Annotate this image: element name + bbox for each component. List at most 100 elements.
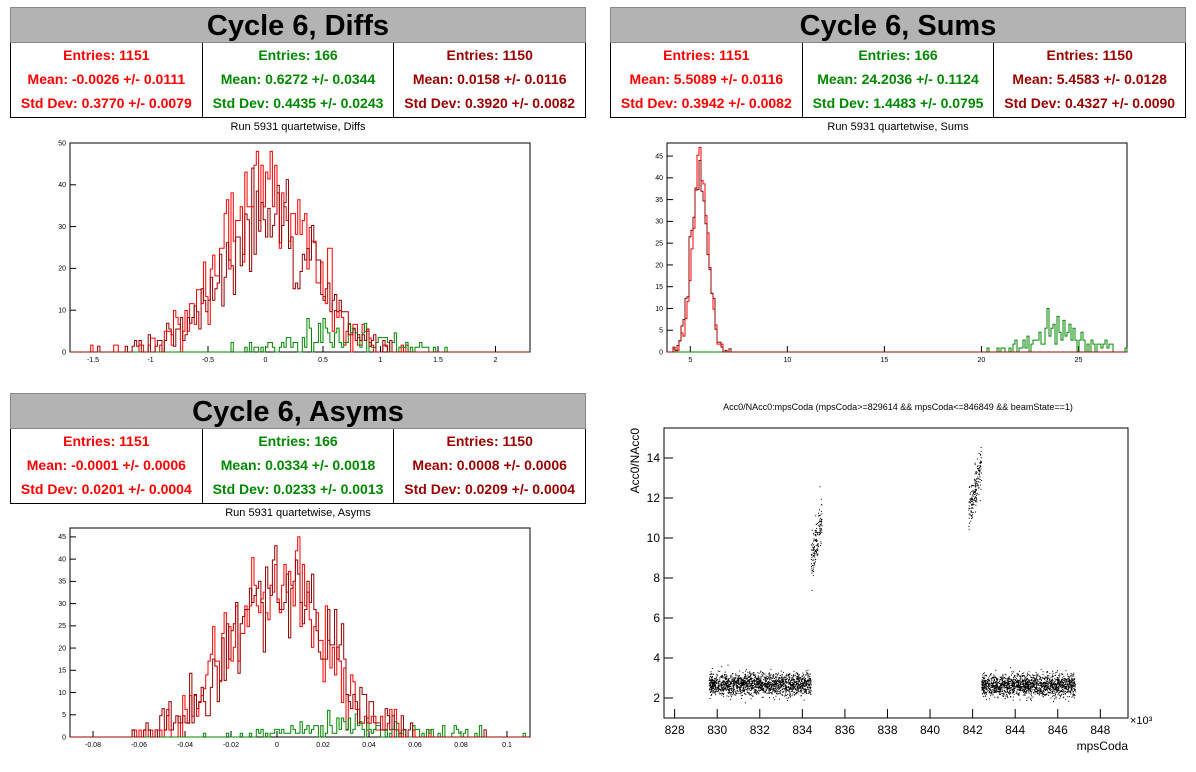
scatter-point <box>1069 681 1071 683</box>
scatter-point <box>745 681 747 683</box>
scatter-point <box>761 689 763 691</box>
scatter-point <box>1006 685 1008 687</box>
scatter-point <box>749 672 751 674</box>
scatter-point <box>984 692 986 694</box>
scatter-point <box>1067 675 1069 677</box>
scatter-point <box>1061 690 1063 692</box>
scatter-point <box>715 690 717 692</box>
scatter-point <box>971 494 973 496</box>
scatter-point <box>751 688 753 690</box>
scatter-point <box>785 690 787 692</box>
scatter-point <box>1064 685 1066 687</box>
scatter-point <box>749 680 751 682</box>
scatter-point <box>1048 692 1050 694</box>
scatter-point <box>757 684 759 686</box>
scatter-point <box>1063 681 1065 683</box>
scatter-point <box>1033 676 1035 678</box>
scatter-point <box>717 670 719 672</box>
scatter-point <box>731 678 733 680</box>
scatter-point <box>975 486 977 488</box>
scatter-point <box>814 554 816 556</box>
scatter-point <box>737 683 739 685</box>
scatter-point <box>988 690 990 692</box>
scatter-point <box>810 680 812 682</box>
scatter-point <box>816 522 818 524</box>
scatter-point <box>791 679 793 681</box>
scatter-point <box>820 529 822 531</box>
scatter-point <box>777 673 779 675</box>
diffs-stats-series-1: Entries: 1151 Mean: -0.0026 +/- 0.0111 S… <box>11 43 202 117</box>
diffs-x-tick-label: -1.5 <box>87 357 99 364</box>
scatter-point <box>983 684 985 686</box>
scatter-point <box>1008 692 1010 694</box>
scatter-point <box>1014 676 1016 678</box>
scatter-point <box>818 515 820 517</box>
scatter-point <box>793 685 795 687</box>
asyms-plot-frame <box>69 527 531 738</box>
scatter-point <box>718 692 720 694</box>
scatter-point <box>975 489 977 491</box>
scatter-point <box>1010 696 1012 698</box>
stat-mean: Mean: 0.0008 +/- 0.0006 <box>412 457 567 473</box>
scatter-point <box>818 545 820 547</box>
scatter-point <box>791 688 793 690</box>
scatter-point <box>1015 685 1017 687</box>
scatter-point <box>727 680 729 682</box>
scatter-point <box>723 684 725 686</box>
scatter-point <box>979 476 981 478</box>
scatter-point <box>741 697 743 699</box>
scatter-point <box>732 687 734 689</box>
scatter-point <box>1043 688 1045 690</box>
scatter-point <box>1028 684 1030 686</box>
scatter-point <box>988 687 990 689</box>
scatter-point <box>1054 691 1056 693</box>
scatter-point <box>1040 688 1042 690</box>
scatter-point <box>788 676 790 678</box>
scatter-point <box>713 681 715 683</box>
scatter-point <box>1008 687 1010 689</box>
scatter-point <box>1013 681 1015 683</box>
scatter-point <box>993 688 995 690</box>
scatter-point <box>758 682 760 684</box>
scatter-point <box>795 689 797 691</box>
scatter-point <box>777 679 779 681</box>
scatter-point <box>979 500 981 502</box>
scatter-point <box>970 500 972 502</box>
scatter-point <box>720 687 722 689</box>
scatter-point <box>988 675 990 677</box>
scatter-point <box>1070 684 1072 686</box>
scatter-point <box>1015 680 1017 682</box>
scatter-point <box>809 686 811 688</box>
scatter-point <box>1018 689 1020 691</box>
scatter-point <box>977 477 979 479</box>
scatter-point <box>1068 690 1070 692</box>
scatter-point <box>1037 684 1039 686</box>
scatter-point <box>1046 671 1048 673</box>
scatter-point <box>1069 691 1071 693</box>
scatter-point <box>1013 693 1015 695</box>
scatter-point <box>710 686 712 688</box>
scatter-point <box>975 485 977 487</box>
scatter-point <box>779 675 781 677</box>
scatter-point <box>802 683 804 685</box>
scatter-point <box>991 685 993 687</box>
scatter-point <box>1072 681 1074 683</box>
scatter-point <box>1023 688 1025 690</box>
scatter-point <box>1032 674 1034 676</box>
scatter-point <box>782 684 784 686</box>
scatter-point <box>990 695 992 697</box>
scatter-point <box>817 553 819 555</box>
scatter-point <box>820 511 822 513</box>
asyms-stats-box: Entries: 1151 Mean: -0.0001 +/- 0.0006 S… <box>10 429 586 504</box>
scatter-point <box>984 695 986 697</box>
scatter-point <box>806 673 808 675</box>
scatter-point <box>808 680 810 682</box>
scatter-point <box>762 690 764 692</box>
scatter-point <box>1021 680 1023 682</box>
scatter-point <box>775 686 777 688</box>
scatter-point <box>789 673 791 675</box>
scatter-point <box>717 686 719 688</box>
scatter-point <box>768 691 770 693</box>
scatter-point <box>715 688 717 690</box>
scatter-point <box>745 673 747 675</box>
